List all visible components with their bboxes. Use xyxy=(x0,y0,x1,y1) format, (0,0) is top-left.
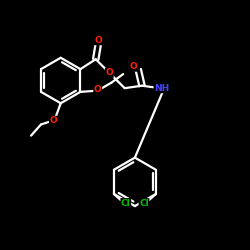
Text: NH: NH xyxy=(154,84,170,93)
Text: O: O xyxy=(106,68,113,77)
Text: Cl: Cl xyxy=(121,198,131,207)
Text: O: O xyxy=(94,86,102,94)
Text: O: O xyxy=(50,116,57,125)
Text: O: O xyxy=(130,62,138,71)
Text: O: O xyxy=(94,36,102,45)
Text: Cl: Cl xyxy=(139,198,149,207)
